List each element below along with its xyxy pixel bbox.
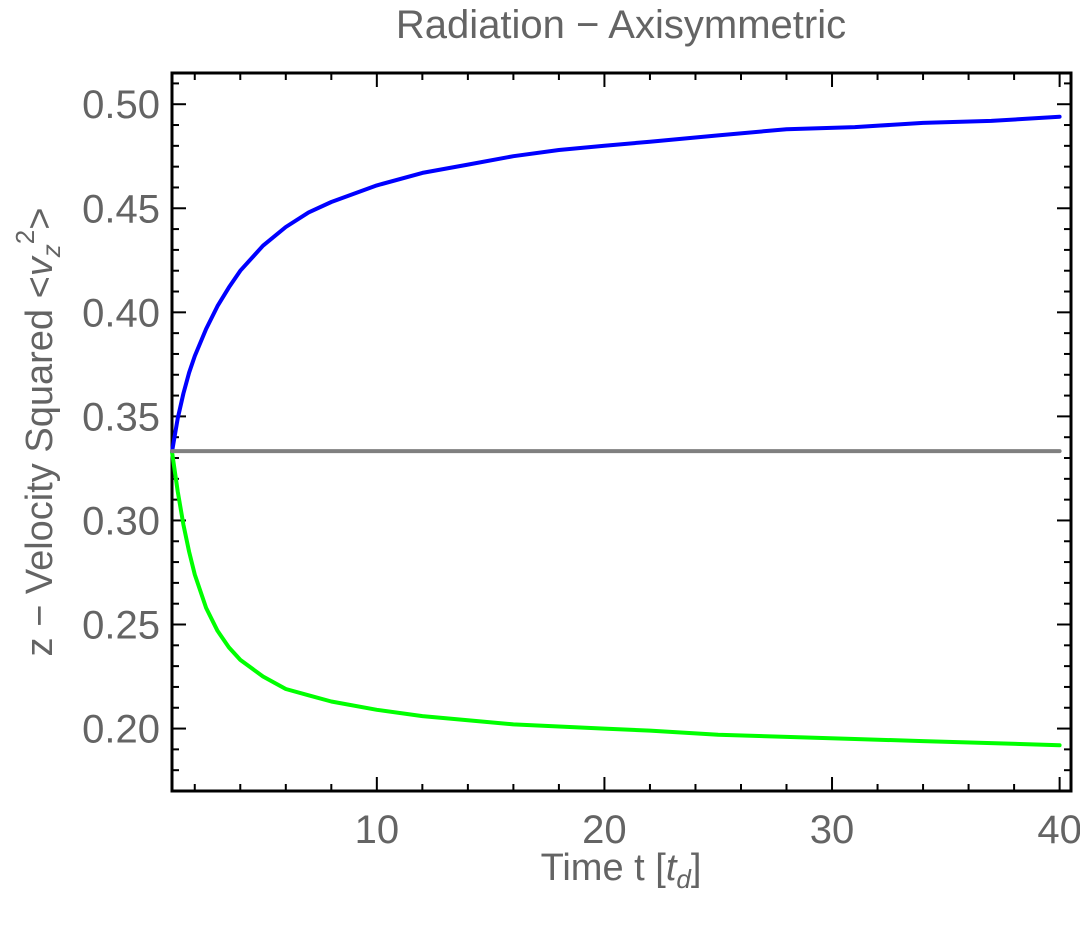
series-line-1 bbox=[170, 114, 1062, 454]
chart-title: Radiation − Axisymmetric bbox=[396, 3, 846, 47]
series-line-2 bbox=[170, 449, 1062, 748]
y-tick-label: 0.45 bbox=[82, 187, 160, 231]
y-tick-label: 0.35 bbox=[82, 395, 160, 439]
y-tick-label: 0.30 bbox=[82, 499, 160, 543]
series-lines bbox=[170, 114, 1062, 748]
y-tick-label: 0.20 bbox=[82, 708, 160, 752]
x-axis-ticks: 10 20 30 40 bbox=[193, 73, 1080, 852]
x-tick-label: 30 bbox=[810, 808, 855, 852]
x-axis-label: Time t [td] bbox=[541, 847, 702, 894]
y-tick-label: 0.40 bbox=[82, 291, 160, 335]
y-tick-label: 0.50 bbox=[82, 83, 160, 127]
y-axis-ticks: 0.20 0.25 0.30 0.35 0.40 0.45 0.50 bbox=[82, 82, 1071, 772]
x-tick-label: 10 bbox=[355, 808, 400, 852]
x-tick-label: 40 bbox=[1037, 808, 1080, 852]
plot-frame bbox=[170, 71, 1073, 793]
y-axis-label: z − Velocity Squared <vz2> bbox=[10, 208, 66, 657]
y-tick-label: 0.25 bbox=[82, 604, 160, 648]
x-tick-label: 20 bbox=[582, 808, 627, 852]
